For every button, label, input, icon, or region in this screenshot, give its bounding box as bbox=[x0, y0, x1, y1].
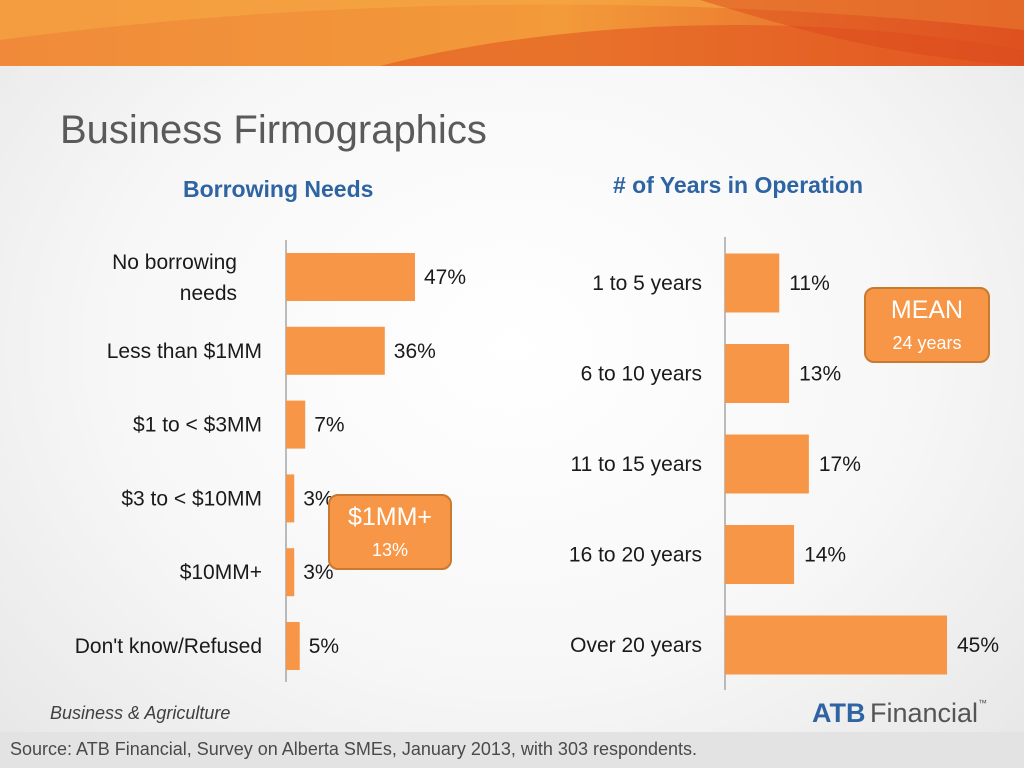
header-banner bbox=[0, 0, 1024, 66]
chart-0-bar-2 bbox=[286, 400, 306, 449]
chart-0-bar-5 bbox=[286, 622, 300, 670]
borrowing-needs-title: Borrowing Needs bbox=[183, 176, 374, 202]
callout-1mm-plus: $1MM+ 13% bbox=[328, 494, 452, 570]
atb-financial-logo: ATB Financial™ bbox=[812, 698, 987, 729]
callout-1mm-plus-title: $1MM+ bbox=[347, 503, 433, 531]
chart-0-value-5: 5% bbox=[309, 635, 339, 658]
chart-0-value-0: 47% bbox=[424, 266, 466, 289]
chart-1-value-3: 14% bbox=[804, 544, 846, 567]
chart-1-category-3: 16 to 20 years bbox=[569, 544, 702, 567]
years-in-operation-title: # of Years in Operation bbox=[613, 172, 864, 198]
chart-0-value-1: 36% bbox=[394, 340, 436, 363]
callout-1mm-plus-value: 13% bbox=[371, 540, 409, 560]
chart-0-category-2: $1 to < $3MM bbox=[133, 414, 262, 437]
callout-mean-title: MEAN bbox=[890, 296, 964, 324]
chart-0-bar-4 bbox=[286, 548, 295, 597]
chart-1-category-0: 1 to 5 years bbox=[592, 272, 702, 295]
logo-brand: ATB bbox=[812, 698, 866, 728]
chart-1-bar-4 bbox=[725, 615, 947, 675]
chart-0-category-4: $10MM+ bbox=[180, 561, 262, 584]
source-bar: Source: ATB Financial, Survey on Alberta… bbox=[0, 732, 1024, 768]
chart-1-bar-1 bbox=[725, 344, 790, 403]
chart-1-category-2: 11 to 15 years bbox=[570, 453, 702, 476]
chart-0-category-1: Less than $1MM bbox=[107, 340, 262, 363]
chart-0-value-2: 7% bbox=[314, 414, 344, 437]
footer-section-label: Business & Agriculture bbox=[50, 703, 231, 723]
chart-1-value-1: 13% bbox=[799, 363, 841, 386]
callout-mean: MEAN 24 years bbox=[864, 287, 990, 363]
callout-mean-value: 24 years bbox=[892, 333, 962, 353]
page-title: Business Firmographics bbox=[60, 108, 487, 152]
logo-trademark: ™ bbox=[978, 698, 988, 708]
chart-1-bar-2 bbox=[725, 434, 809, 494]
chart-1-value-4: 45% bbox=[957, 634, 999, 657]
chart-0-bar-3 bbox=[286, 474, 295, 523]
chart-1-bar-0 bbox=[725, 253, 780, 313]
chart-0-value-4: 3% bbox=[303, 561, 333, 584]
chart-1-category-4: Over 20 years bbox=[570, 634, 702, 657]
chart-0-bar-1 bbox=[286, 326, 385, 375]
chart-1-value-0: 11% bbox=[789, 272, 829, 295]
logo-name: Financial bbox=[869, 698, 979, 728]
chart-0-bar-0 bbox=[286, 253, 415, 301]
chart-0-value-3: 3% bbox=[303, 487, 333, 510]
chart-1-category-1: 6 to 10 years bbox=[581, 363, 702, 386]
chart-0-category-0: No borrowing needs bbox=[112, 251, 237, 305]
chart-0-category-3: $3 to < $10MM bbox=[121, 487, 262, 510]
source-text: Source: ATB Financial, Survey on Alberta… bbox=[10, 739, 698, 759]
chart-1-bar-3 bbox=[725, 525, 795, 584]
chart-0-category-5: Don't know/Refused bbox=[75, 635, 262, 658]
chart-1-value-2: 17% bbox=[819, 453, 861, 476]
